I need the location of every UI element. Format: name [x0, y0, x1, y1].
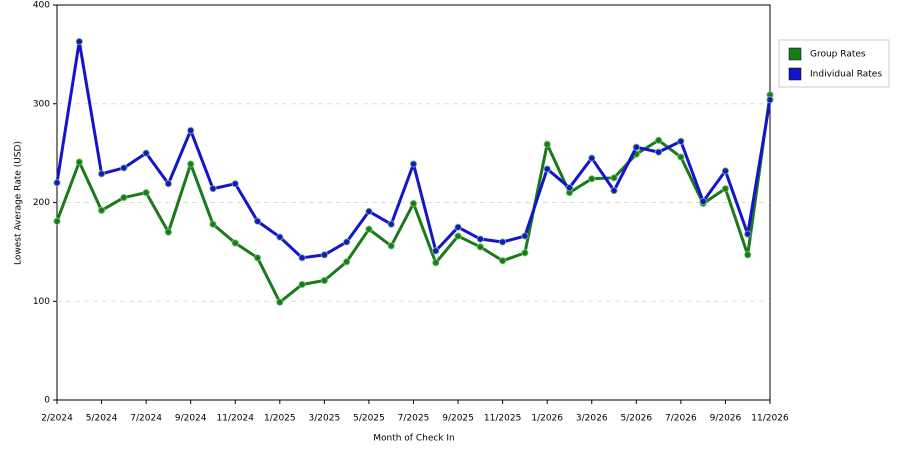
data-point	[276, 298, 284, 306]
data-point	[454, 223, 462, 231]
data-point	[75, 37, 83, 46]
x-tick-label: 7/2024	[130, 414, 162, 424]
x-tick-label: 5/2026	[620, 414, 652, 424]
x-tick-label: 3/2026	[576, 414, 608, 424]
data-point	[320, 276, 328, 285]
data-point	[432, 259, 440, 267]
data-point	[164, 228, 173, 236]
data-point	[187, 160, 195, 168]
x-tick-label: 9/2026	[710, 414, 742, 424]
x-tick-label: 5/2025	[353, 414, 385, 424]
data-point	[499, 257, 507, 265]
data-point	[409, 199, 418, 208]
data-point	[610, 174, 618, 182]
legend-label: Group Rates	[810, 50, 866, 60]
data-point	[365, 207, 373, 215]
data-point	[654, 148, 663, 156]
data-point	[543, 140, 551, 148]
y-tick-label: 200	[33, 198, 50, 208]
data-point	[677, 137, 685, 145]
data-point	[744, 230, 752, 238]
data-point	[120, 164, 128, 172]
x-tick-label: 7/2026	[665, 414, 697, 424]
x-tick-label: 11/2026	[751, 414, 789, 424]
x-axis-label: Month of Check In	[373, 434, 455, 444]
data-point	[97, 206, 106, 214]
data-point	[97, 170, 106, 178]
data-point	[409, 160, 418, 168]
data-point	[276, 233, 284, 241]
y-tick-label: 300	[33, 99, 50, 109]
y-tick-label: 0	[44, 396, 50, 406]
x-tick-label: 1/2026	[531, 414, 563, 424]
x-tick-label: 5/2024	[86, 414, 118, 424]
data-point	[209, 220, 217, 228]
legend-label: Individual Rates	[810, 70, 882, 80]
data-point	[142, 189, 150, 197]
data-point	[521, 232, 529, 240]
x-tick-label: 9/2025	[442, 414, 474, 424]
data-point	[766, 96, 774, 104]
data-point	[632, 143, 640, 151]
data-point	[543, 165, 551, 173]
data-point	[231, 180, 239, 188]
data-point	[432, 247, 440, 255]
data-point	[298, 280, 306, 289]
data-point	[365, 225, 373, 233]
data-point	[120, 193, 128, 202]
data-point	[231, 239, 239, 247]
data-point	[142, 149, 150, 157]
y-axis-label: Lowest Average Rate (USD)	[14, 141, 24, 265]
legend-swatch	[788, 67, 802, 81]
data-point	[499, 238, 507, 246]
data-point	[654, 136, 663, 144]
data-point	[298, 254, 306, 262]
data-point	[476, 235, 484, 243]
y-tick-label: 100	[33, 297, 50, 307]
data-point	[387, 220, 395, 228]
data-point	[387, 242, 395, 250]
data-point	[744, 251, 752, 259]
x-tick-label: 1/2025	[264, 414, 296, 424]
data-point	[565, 184, 574, 192]
x-tick-label: 11/2025	[484, 414, 521, 424]
data-point	[253, 254, 262, 262]
x-tick-label: 9/2024	[175, 414, 207, 424]
legend-swatch	[788, 47, 802, 61]
data-point	[699, 197, 707, 206]
data-point	[454, 232, 462, 240]
x-tick-label: 7/2025	[398, 414, 430, 424]
data-point	[721, 167, 730, 175]
data-point	[610, 187, 618, 195]
data-point	[588, 175, 596, 183]
data-point	[677, 153, 685, 161]
data-point	[75, 158, 83, 166]
data-point	[320, 251, 328, 259]
x-tick-label: 11/2024	[217, 414, 255, 424]
x-tick-label: 2/2024	[41, 414, 73, 424]
data-point	[343, 238, 351, 246]
data-point	[209, 185, 217, 193]
data-point	[521, 249, 529, 257]
data-point	[187, 126, 195, 135]
data-point	[343, 258, 351, 266]
data-point	[476, 243, 484, 251]
data-point	[721, 185, 730, 193]
y-tick-label: 400	[33, 1, 50, 11]
data-point	[588, 154, 596, 162]
data-point	[53, 179, 61, 187]
data-point	[53, 217, 61, 225]
data-point	[164, 180, 173, 188]
x-tick-label: 3/2025	[309, 414, 341, 424]
data-point	[253, 217, 262, 225]
